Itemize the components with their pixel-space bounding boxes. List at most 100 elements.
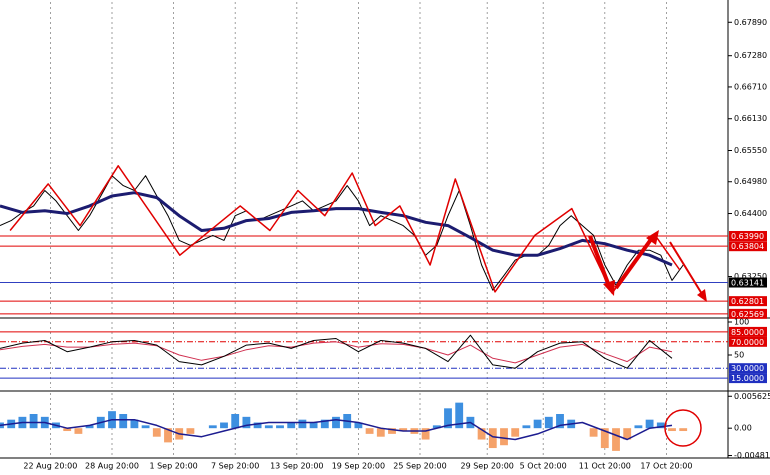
x-tick-label: 7 Sep 20:00	[211, 462, 259, 471]
x-tick-label: 29 Sep 20:00	[460, 462, 513, 471]
up-arrow	[614, 236, 654, 290]
level-label-box	[729, 363, 767, 374]
level-label: 0.63990	[731, 232, 764, 241]
histogram-bar	[488, 428, 497, 449]
y-tick-label: 0.00	[734, 424, 752, 433]
arrowhead	[697, 289, 707, 302]
histogram-bar	[85, 425, 94, 429]
histogram-bar	[511, 428, 520, 437]
histogram-bar	[242, 416, 251, 429]
y-tick-label: 0.005625	[734, 392, 770, 401]
histogram-bar	[376, 428, 385, 437]
series-line	[0, 418, 673, 441]
histogram-bar	[612, 428, 620, 451]
histogram-bar	[186, 428, 195, 434]
histogram-bar	[432, 425, 441, 429]
x-tick-label: 11 Oct 20:00	[579, 462, 631, 471]
histogram-bar	[421, 428, 430, 440]
histogram-bar	[253, 422, 262, 429]
histogram-bar	[309, 422, 318, 429]
histogram-bar	[388, 428, 396, 434]
histogram-bar	[556, 414, 564, 429]
y-tick-label: 0.63250	[734, 272, 767, 281]
y-tick-label: 50	[734, 351, 744, 360]
level-label-box	[729, 230, 767, 241]
histogram-bar	[623, 428, 632, 440]
y-tick-label: 0.64400	[734, 209, 767, 218]
y-tick-label: 0.65550	[734, 146, 767, 155]
histogram-bar	[477, 428, 486, 440]
histogram-bar	[276, 425, 284, 429]
histogram-bar	[522, 425, 531, 429]
forecast-arrow	[669, 241, 703, 295]
level-label: 0.62569	[731, 310, 764, 319]
histogram-bar	[264, 425, 273, 429]
histogram-bar	[298, 419, 307, 429]
y-tick-label: -0.004818	[734, 451, 770, 460]
y-tick-label: 0.67280	[734, 51, 767, 60]
level-label-box	[729, 326, 767, 337]
x-tick-label: 5 Oct 20:00	[520, 462, 567, 471]
histogram-bar	[679, 428, 688, 432]
histogram-bar	[645, 419, 654, 429]
level-label-box	[729, 277, 767, 288]
histogram-bar	[544, 416, 553, 429]
histogram-bar	[29, 414, 38, 429]
level-label-box	[729, 373, 767, 384]
histogram-bar	[399, 428, 408, 432]
level-label: 15.0000	[731, 374, 764, 383]
histogram-bar	[500, 428, 508, 446]
arrowhead	[603, 280, 615, 296]
level-label: 0.63804	[731, 242, 764, 251]
level-label: 0.62801	[731, 297, 764, 306]
highlight-circle	[664, 409, 702, 447]
histogram-bar	[74, 428, 83, 434]
series-line	[0, 175, 684, 291]
histogram-bar	[354, 422, 363, 429]
histogram-bar	[152, 428, 161, 437]
level-label: 85.0000	[731, 328, 764, 337]
histogram-bar	[634, 425, 643, 429]
histogram-bar	[287, 422, 296, 429]
level-label: 70.0000	[731, 338, 764, 347]
histogram-bar	[444, 408, 452, 429]
histogram-bar	[589, 428, 598, 437]
annotations	[588, 230, 707, 447]
level-label: 30.0000	[731, 364, 764, 373]
histogram-bar	[320, 419, 329, 429]
histogram-bar	[332, 416, 340, 429]
histogram-bar	[164, 428, 172, 443]
series-line	[9, 165, 681, 294]
x-tick-label: 28 Aug 20:00	[85, 462, 139, 471]
series-line	[0, 191, 673, 267]
histogram-bar	[668, 428, 676, 432]
histogram-bar	[365, 428, 374, 434]
x-tick-label: 25 Sep 20:00	[393, 462, 446, 471]
histogram-bar	[455, 402, 464, 429]
x-tick-label: 13 Sep 20:00	[270, 462, 323, 471]
histogram-bar	[208, 425, 217, 429]
y-tick-label: 0.64980	[734, 177, 767, 186]
histogram-bar	[119, 414, 128, 429]
histogram-bar	[220, 422, 228, 429]
level-label: 0.63141	[731, 279, 764, 288]
x-tick-label: 22 Aug 20:00	[23, 462, 77, 471]
down-arrow	[588, 235, 611, 287]
histogram-bar	[63, 428, 72, 432]
level-label-box	[729, 336, 767, 347]
x-tick-label: 1 Sep 20:00	[149, 462, 197, 471]
histogram-bar	[231, 414, 240, 429]
level-label-box	[729, 241, 767, 252]
y-tick-label: 0.66130	[734, 114, 767, 123]
level-label-box	[729, 308, 767, 319]
level-label-box	[729, 296, 767, 307]
histogram-bar	[141, 425, 150, 429]
series-line	[0, 334, 673, 369]
histogram-bar	[656, 422, 665, 429]
y-tick-label: 100	[734, 318, 749, 327]
series-line	[0, 341, 673, 364]
y-tick-label: 0.67890	[734, 18, 767, 27]
